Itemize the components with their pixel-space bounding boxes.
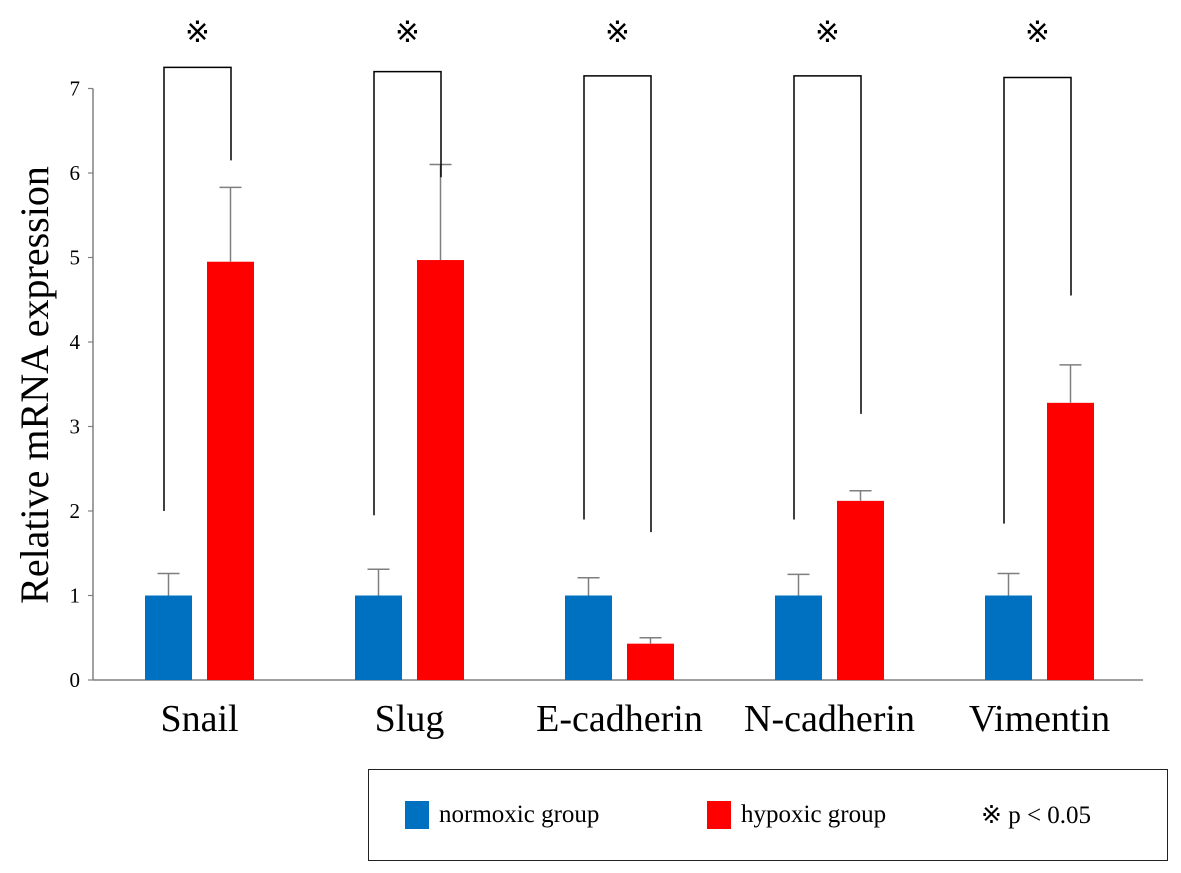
y-tick-label-2: 2 xyxy=(70,499,81,523)
y-axis-label: Relative mRNA expression xyxy=(12,166,57,604)
legend-item-hypoxic: hypoxic group xyxy=(707,770,886,860)
x-tick-label-slug: Slug xyxy=(375,698,445,740)
error-bars xyxy=(157,163,1082,644)
legend-label-normoxic: normoxic group xyxy=(439,801,600,828)
significance-marker-vimentin: ※ xyxy=(1025,16,1050,49)
legend-swatch-normoxic xyxy=(405,801,429,829)
significance-bracket-n-cadherin xyxy=(793,75,862,520)
bars xyxy=(145,260,1094,680)
legend-item-normoxic: normoxic group xyxy=(405,770,599,860)
y-tick-label-0: 0 xyxy=(70,668,81,692)
y-tick-label-4: 4 xyxy=(70,330,81,354)
bar-hypoxic-snail xyxy=(207,261,254,680)
legend-label-significance: ※ p < 0.05 xyxy=(981,802,1092,829)
x-tick-label-n-cadherin: N-cadherin xyxy=(744,698,915,740)
bar-hypoxic-vimentin xyxy=(1047,402,1094,680)
bar-normoxic-slug xyxy=(355,595,402,680)
significance-marker-snail: ※ xyxy=(185,16,210,49)
bar-normoxic-snail xyxy=(145,595,192,680)
y-tick-label-5: 5 xyxy=(70,246,81,270)
legend: normoxic group hypoxic group ※ p < 0.05 xyxy=(368,769,1168,861)
legend-swatch-hypoxic xyxy=(707,801,731,829)
significance-bracket-vimentin xyxy=(1003,76,1072,524)
significance-brackets: ※ ※ ※ ※ ※ xyxy=(163,16,1072,533)
bar-normoxic-e-cadherin xyxy=(565,595,612,680)
x-tick-label-e-cadherin: E-cadherin xyxy=(536,698,703,740)
significance-marker-slug: ※ xyxy=(395,16,420,49)
y-tick-label-1: 1 xyxy=(70,584,81,608)
significance-bracket-snail xyxy=(163,66,232,511)
y-tick-label-7: 7 xyxy=(70,77,81,101)
bar-hypoxic-slug xyxy=(417,260,464,680)
significance-marker-n-cadherin: ※ xyxy=(815,16,840,49)
y-tick-label-6: 6 xyxy=(70,161,81,185)
legend-item-significance: ※ p < 0.05 xyxy=(981,770,1091,860)
bar-normoxic-vimentin xyxy=(985,595,1032,680)
bar-normoxic-n-cadherin xyxy=(775,595,822,680)
axes: 0 1 2 3 4 5 6 7 Snail Slug E-cadherin N-cadherin Vim… xyxy=(70,77,1143,740)
significance-bracket-slug xyxy=(373,70,442,516)
x-tick-label-vimentin: Vimentin xyxy=(969,698,1110,740)
bar-hypoxic-e-cadherin xyxy=(627,643,674,680)
x-tick-label-snail: Snail xyxy=(160,698,238,740)
significance-bracket-e-cadherin xyxy=(583,75,652,533)
bar-hypoxic-n-cadherin xyxy=(837,500,884,680)
significance-marker-e-cadherin: ※ xyxy=(605,16,630,49)
legend-label-hypoxic: hypoxic group xyxy=(741,801,887,828)
y-tick-label-3: 3 xyxy=(70,415,81,439)
